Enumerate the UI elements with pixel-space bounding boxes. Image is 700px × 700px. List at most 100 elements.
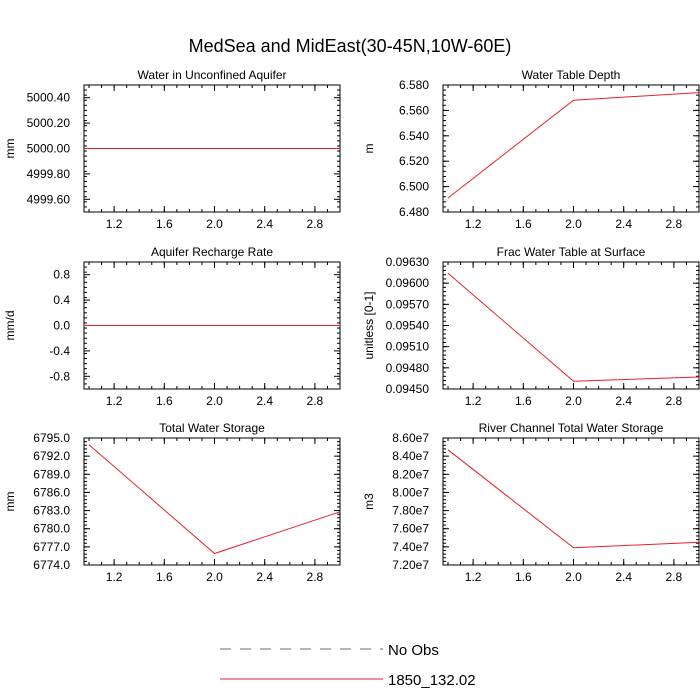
panel-title: River Channel Total Water Storage <box>479 421 664 435</box>
legend-label-1: No Obs <box>388 642 439 659</box>
y-axis-label: unitless [0-1] <box>362 291 376 359</box>
y-tick-label: 0.09510 <box>386 340 430 354</box>
legend: No Obs 1850_132.02 <box>220 642 476 689</box>
plot-frame <box>442 437 700 566</box>
y-tick-label: 7.40e7 <box>392 540 429 554</box>
y-tick-label: 0.09540 <box>386 319 430 333</box>
y-tick-label: 0.8 <box>53 268 70 282</box>
y-tick-label: 0.09570 <box>386 297 430 311</box>
y-tick-label: 6789.0 <box>33 467 70 481</box>
y-axis-label: mm <box>3 492 17 512</box>
y-tick-label: 6783.0 <box>33 504 70 518</box>
y-tick-label: 8.60e7 <box>392 431 429 445</box>
y-tick-label: 6.520 <box>399 154 429 168</box>
x-tick-label: 2.0 <box>206 217 223 231</box>
x-tick-label: 2.0 <box>206 570 223 584</box>
x-tick-label: 1.6 <box>515 570 532 584</box>
legend-label-2: 1850_132.02 <box>388 672 476 689</box>
x-tick-label: 2.0 <box>565 570 582 584</box>
panel-title: Frac Water Table at Surface <box>497 245 646 259</box>
chart-panel-5: Total Water Storage mm 1.2 1.6 2.0 2.4 2.8 6774… <box>3 421 341 584</box>
x-tick-label: 1.2 <box>106 217 123 231</box>
y-tick-label: 0.09480 <box>386 361 430 375</box>
x-tick-label: 2.4 <box>256 394 273 408</box>
y-tick-label: 7.80e7 <box>392 504 429 518</box>
x-tick-label: 1.2 <box>106 394 123 408</box>
x-tick-label: 2.4 <box>615 217 632 231</box>
chart-panel-1: Water in Unconfined Aquifer mm 1.2 1.6 2.0 2.… <box>3 68 341 231</box>
series-line <box>447 92 700 199</box>
panel-title: Total Water Storage <box>159 421 265 435</box>
y-tick-label: 6780.0 <box>33 522 70 536</box>
y-tick-label: 6.500 <box>399 180 429 194</box>
x-tick-label: 2.8 <box>666 570 683 584</box>
y-tick-label: 8.00e7 <box>392 485 429 499</box>
x-tick-label: 2.4 <box>256 570 273 584</box>
y-tick-label: -0.8 <box>49 369 70 383</box>
figure-title: MedSea and MidEast(30-45N,10W-60E) <box>189 36 512 56</box>
y-axis-label: m3 <box>362 493 376 510</box>
plot-frame <box>442 84 700 213</box>
y-tick-label: 6795.0 <box>33 431 70 445</box>
y-tick-label: 0.4 <box>53 293 70 307</box>
y-tick-label: 8.40e7 <box>392 449 429 463</box>
y-tick-label: -0.4 <box>49 344 70 358</box>
plot-frame <box>442 261 700 390</box>
y-tick-label: 7.60e7 <box>392 522 429 536</box>
x-tick-label: 2.8 <box>307 394 324 408</box>
y-tick-label: 8.20e7 <box>392 467 429 481</box>
x-tick-label: 2.4 <box>256 217 273 231</box>
x-tick-label: 1.2 <box>465 394 482 408</box>
x-tick-label: 1.6 <box>156 217 173 231</box>
x-tick-label: 2.0 <box>206 394 223 408</box>
y-tick-label: 0.0 <box>53 319 70 333</box>
y-tick-label: 6786.0 <box>33 485 70 499</box>
chart-panel-3: Aquifer Recharge Rate mm/d 1.2 1.6 2.0 2.4 2.8… <box>3 245 341 408</box>
y-tick-label: 6.540 <box>399 129 429 143</box>
y-tick-label: 6774.0 <box>33 558 70 572</box>
series-line <box>447 272 700 382</box>
panel-title: Water Table Depth <box>522 68 621 82</box>
x-tick-label: 2.4 <box>615 394 632 408</box>
x-tick-label: 1.6 <box>156 570 173 584</box>
series-line <box>447 449 700 549</box>
y-tick-label: 4999.80 <box>27 167 71 181</box>
y-tick-label: 6777.0 <box>33 540 70 554</box>
x-tick-label: 2.8 <box>307 217 324 231</box>
x-tick-label: 2.4 <box>615 570 632 584</box>
x-tick-label: 1.2 <box>106 570 123 584</box>
y-tick-label: 6.580 <box>399 78 429 92</box>
y-tick-label: 6.480 <box>399 205 429 219</box>
x-tick-label: 2.8 <box>307 570 324 584</box>
y-tick-label: 5000.20 <box>27 116 71 130</box>
y-tick-label: 4999.60 <box>27 192 71 206</box>
chart-panel-4: Frac Water Table at Surface unitless [0-1… <box>362 245 700 408</box>
y-tick-label: 7.20e7 <box>392 558 429 572</box>
chart-panel-2: Water Table Depth m 1.2 1.6 2.0 2.4 2.8 6.480 6.… <box>362 68 700 231</box>
panel-title: Water in Unconfined Aquifer <box>138 68 287 82</box>
y-tick-label: 5000.00 <box>27 142 71 156</box>
y-axis-label: mm/d <box>3 311 17 341</box>
x-tick-label: 2.8 <box>666 394 683 408</box>
y-tick-label: 6.560 <box>399 103 429 117</box>
y-tick-label: 5000.40 <box>27 91 71 105</box>
x-tick-label: 1.6 <box>515 217 532 231</box>
x-tick-label: 1.2 <box>465 570 482 584</box>
chart-panel-6: River Channel Total Water Storage m3 1.2 1.… <box>362 421 700 584</box>
y-axis-label: mm <box>3 139 17 159</box>
series-line <box>88 444 341 555</box>
plot-frame <box>83 437 341 566</box>
y-tick-label: 0.09630 <box>386 255 430 269</box>
panel-title: Aquifer Recharge Rate <box>151 245 273 259</box>
y-tick-label: 0.09450 <box>386 382 430 396</box>
x-tick-label: 1.2 <box>465 217 482 231</box>
x-tick-label: 1.6 <box>156 394 173 408</box>
x-tick-label: 2.8 <box>666 217 683 231</box>
y-axis-label: m <box>362 144 376 154</box>
y-tick-label: 0.09600 <box>386 276 430 290</box>
x-tick-label: 2.0 <box>565 394 582 408</box>
y-tick-label: 6792.0 <box>33 449 70 463</box>
x-tick-label: 2.0 <box>565 217 582 231</box>
panels-group: Water in Unconfined Aquifer mm 1.2 1.6 2.0 2.… <box>3 68 700 584</box>
